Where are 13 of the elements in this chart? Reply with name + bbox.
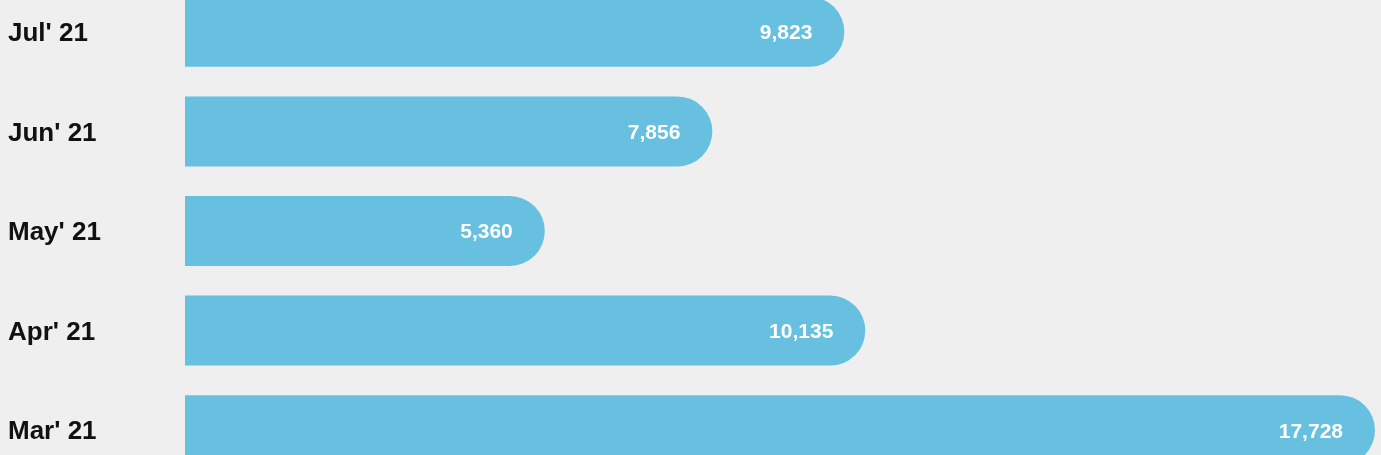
bar — [185, 96, 713, 167]
y-tick-label: Jun' 21 — [8, 116, 97, 147]
data-label: 9,823 — [759, 20, 813, 44]
y-tick-label: Apr' 21 — [8, 315, 96, 346]
y-tick-label: Jul' 21 — [8, 16, 88, 47]
bar — [185, 196, 545, 266]
y-tick-label: Mar' 21 — [8, 415, 97, 446]
data-label: 10,135 — [769, 318, 834, 342]
data-label: 7,856 — [627, 119, 681, 143]
y-tick-label: May' 21 — [8, 216, 101, 247]
data-label: 5,360 — [460, 219, 513, 243]
bar — [185, 295, 866, 366]
data-label: 17,728 — [1278, 418, 1344, 442]
